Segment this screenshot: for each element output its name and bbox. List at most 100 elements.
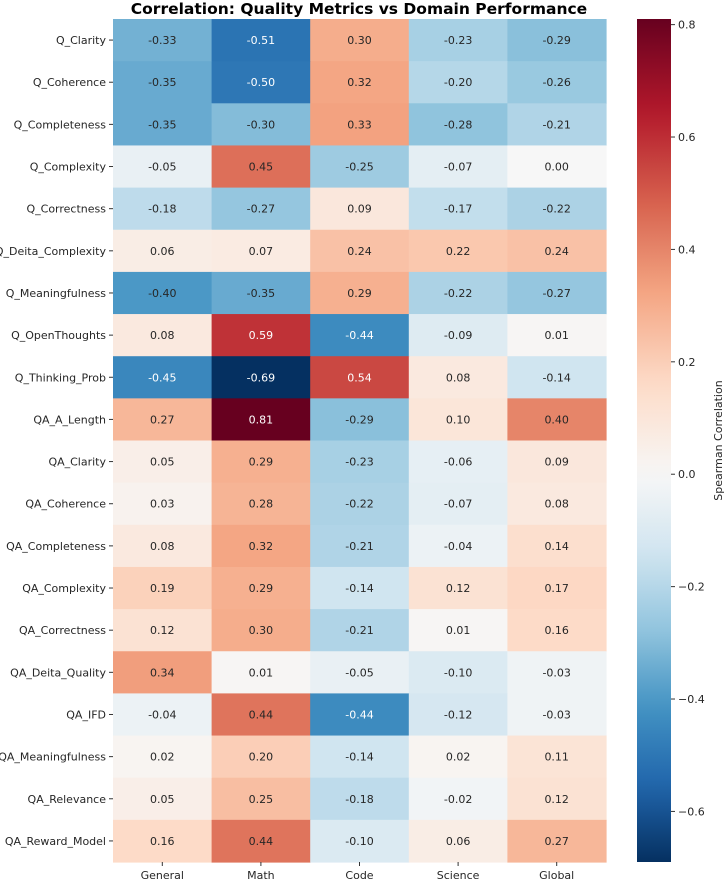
heatmap-cell	[408, 229, 508, 273]
heatmap-cell	[310, 61, 410, 104]
cell-value-label: 0.16	[150, 835, 175, 848]
cell-value-label: 0.44	[249, 835, 274, 848]
heatmap-cell	[113, 777, 213, 821]
heatmap-cell	[211, 19, 311, 62]
heatmap-cell	[507, 735, 607, 779]
cell-value-label: -0.22	[444, 287, 472, 300]
column-label: Code	[345, 869, 373, 882]
heatmap-cell	[211, 314, 311, 357]
cell-value-label: -0.07	[444, 498, 472, 511]
cell-value-label: -0.05	[345, 666, 373, 679]
cell-value-label: 0.33	[347, 118, 372, 131]
colorbar-gradient	[637, 19, 671, 862]
cell-value-label: 0.30	[347, 34, 372, 47]
row-label: QA_Correctness	[19, 624, 106, 637]
heatmap-cell	[113, 398, 213, 442]
cell-value-label: 0.12	[544, 793, 569, 806]
heatmap-cell	[408, 651, 508, 694]
heatmap-cell	[310, 314, 410, 357]
cell-value-label: -0.03	[542, 708, 570, 721]
row-label: Q_Correctness	[26, 203, 106, 216]
column-label: Math	[247, 869, 275, 882]
row-label: Q_Deita_Complexity	[0, 245, 106, 258]
heatmap-cell	[211, 61, 311, 104]
cell-value-label: -0.45	[148, 371, 176, 384]
row-label: Q_OpenThoughts	[11, 329, 106, 342]
heatmap-cell	[113, 229, 213, 273]
column-labels: General Math Code Science Global	[141, 862, 574, 882]
heatmap-cell	[507, 61, 607, 104]
colorbar-tick-label: −0.6	[678, 805, 705, 818]
cell-value-label: 0.25	[249, 793, 274, 806]
heatmap-cell	[310, 19, 410, 62]
cell-value-label: -0.23	[444, 34, 472, 47]
heatmap-cell	[408, 61, 508, 104]
cell-value-label: -0.35	[148, 118, 176, 131]
cell-value-label: 0.00	[544, 161, 569, 174]
heatmap-cell	[113, 609, 213, 652]
heatmap-cell	[211, 693, 311, 737]
heatmap-cell	[211, 187, 311, 231]
heatmap-cell	[507, 693, 607, 737]
cell-value-label: 0.30	[249, 624, 274, 637]
colorbar-tick-label: 0.2	[678, 356, 696, 369]
heatmap-cell	[408, 271, 508, 315]
cell-value-label: 0.11	[544, 751, 569, 764]
cell-value-label: 0.45	[249, 161, 274, 174]
heatmap-cell	[310, 693, 410, 737]
heatmap-cell	[408, 440, 508, 484]
row-label: Q_Meaningfulness	[6, 287, 107, 300]
heatmap-cell	[507, 819, 607, 863]
cell-value-label: 0.07	[249, 245, 274, 258]
cell-value-label: -0.44	[345, 329, 373, 342]
heatmap-cell	[211, 398, 311, 442]
cell-value-label: 0.17	[544, 582, 569, 595]
cell-value-label: 0.01	[446, 624, 471, 637]
heatmap-cell	[507, 103, 607, 147]
cell-value-label: -0.27	[542, 287, 570, 300]
cell-value-label: 0.16	[544, 624, 569, 637]
cell-value-label: -0.07	[444, 161, 472, 174]
heatmap-cell	[310, 103, 410, 147]
cell-value-label: -0.20	[444, 76, 472, 89]
cell-value-label: 0.10	[446, 413, 471, 426]
heatmap-cell	[408, 482, 508, 526]
cell-value-label: -0.35	[148, 76, 176, 89]
cell-value-label: -0.14	[542, 371, 570, 384]
row-label: Q_Coherence	[33, 76, 106, 89]
heatmap-cell	[507, 356, 607, 399]
heatmap-cell	[310, 271, 410, 315]
heatmap-cell	[507, 271, 607, 315]
colorbar: −0.6 −0.4 −0.2 0.0 0.2 0.4 0.6 0.8 Spearman Corr…	[637, 19, 725, 862]
cell-value-label: 0.29	[347, 287, 372, 300]
row-label: QA_Meaningfulness	[0, 751, 106, 764]
heatmap-cell	[310, 187, 410, 231]
heatmap-cell	[113, 735, 213, 779]
cell-value-label: 0.09	[347, 203, 372, 216]
heatmap-cell	[113, 271, 213, 315]
heatmap-cell	[113, 440, 213, 484]
row-label: Q_Completeness	[14, 118, 107, 131]
heatmap-cell	[310, 735, 410, 779]
chart-title: Correlation: Quality Metrics vs Domain P…	[131, 0, 587, 18]
colorbar-tick-label: 0.4	[678, 243, 696, 256]
heatmap-cell	[211, 651, 311, 694]
cell-value-label: -0.40	[148, 287, 176, 300]
row-label: QA_Clarity	[48, 456, 106, 469]
cell-value-label: -0.29	[345, 413, 373, 426]
heatmap-cell	[507, 440, 607, 484]
heatmap-cell	[408, 693, 508, 737]
heatmap-cell	[211, 735, 311, 779]
cell-value-label: 0.05	[150, 793, 175, 806]
cell-value-label: -0.18	[345, 793, 373, 806]
heatmap-cells: -0.33 -0.51 0.30 -0.23 -0.29 -0.35 -0.50 0.32 -0…	[113, 19, 607, 863]
cell-value-label: 0.32	[249, 540, 274, 553]
heatmap-cell	[408, 145, 508, 189]
row-label: QA_IFD	[66, 708, 106, 721]
cell-value-label: -0.35	[247, 287, 275, 300]
heatmap-cell	[211, 524, 311, 568]
heatmap-cell	[507, 566, 607, 610]
colorbar-tick-label: −0.2	[678, 581, 705, 594]
